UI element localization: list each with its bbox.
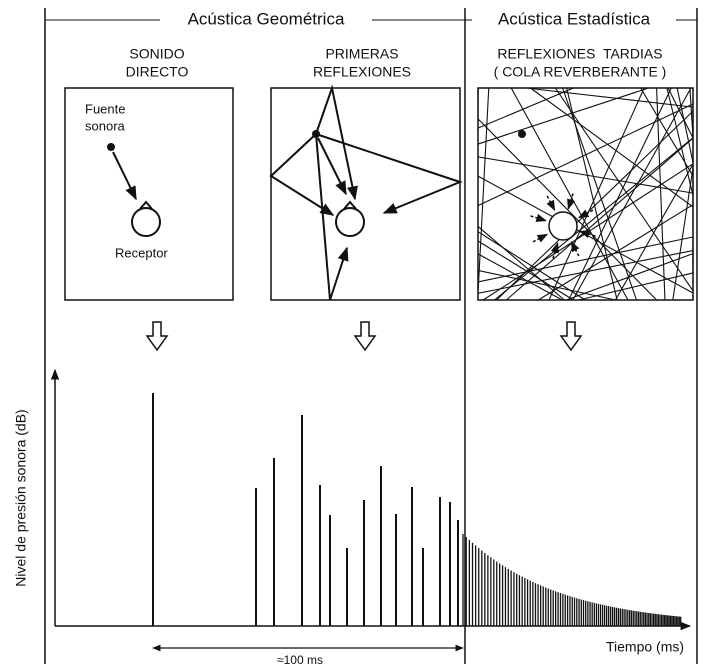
ray (477, 87, 649, 145)
source-label: sonora (85, 118, 126, 133)
ray (530, 213, 547, 222)
receiver (131, 200, 161, 237)
ray (477, 231, 586, 301)
impulses (152, 393, 682, 626)
source-label: Fuente (85, 101, 125, 116)
ray (477, 236, 694, 283)
ray (532, 233, 549, 243)
ray (496, 110, 694, 301)
receiver (548, 211, 578, 241)
ray (477, 118, 657, 301)
interval-label: ≈100 ms (277, 653, 323, 664)
header-left: Acústica Geométrica (188, 9, 345, 28)
x-axis-label: Tiempo (ms) (606, 639, 684, 655)
ray (550, 242, 559, 259)
ray (656, 87, 666, 301)
ray (482, 163, 694, 301)
ray (666, 87, 694, 196)
ray (546, 195, 556, 212)
y-axis-label: Nivel de presión sonora (dB) (13, 409, 29, 586)
ray (477, 103, 694, 207)
source (518, 130, 526, 138)
ray (538, 204, 694, 301)
down-arrows (145, 321, 583, 352)
panel-title: DIRECTO (126, 64, 189, 80)
ray (676, 87, 694, 163)
panel-title: PRIMERAS (325, 46, 398, 62)
ray (577, 209, 594, 219)
ray (567, 193, 576, 210)
receiver (335, 200, 365, 237)
ray (477, 249, 694, 294)
panel-title: SONIDO (129, 46, 184, 62)
ray (477, 87, 490, 294)
ray (477, 240, 574, 301)
reverb-rays (477, 87, 694, 301)
header-right: Acústica Estadística (498, 9, 651, 28)
panel-title: ( COLA REVERBERANTE ) (494, 64, 667, 80)
incoming-rays (530, 193, 596, 259)
ray (477, 253, 563, 301)
ray (640, 87, 694, 177)
source (107, 143, 115, 151)
ray (614, 163, 694, 301)
ray (530, 87, 694, 208)
ray (572, 87, 692, 301)
ray (548, 87, 645, 301)
ray (494, 137, 694, 301)
ray (112, 151, 137, 201)
ray (570, 240, 580, 257)
rays (269, 84, 463, 301)
receiver-label: Receptor (115, 245, 168, 260)
panel-title: REFLEXIONES TARDIAS (497, 46, 662, 62)
ray (477, 269, 616, 301)
ray (477, 87, 574, 129)
ray (526, 87, 694, 108)
ray (477, 225, 565, 301)
panel-box (270, 87, 461, 301)
ray (667, 87, 694, 139)
ray (562, 87, 638, 301)
ray (566, 253, 694, 301)
panel-title: REFLEXIONES (313, 64, 411, 80)
ray (510, 87, 629, 301)
ray (505, 137, 694, 301)
ray (554, 87, 694, 292)
ray (568, 87, 672, 301)
ray (579, 230, 596, 239)
ray (672, 167, 694, 301)
ray (578, 272, 694, 301)
panel-box (64, 87, 234, 301)
